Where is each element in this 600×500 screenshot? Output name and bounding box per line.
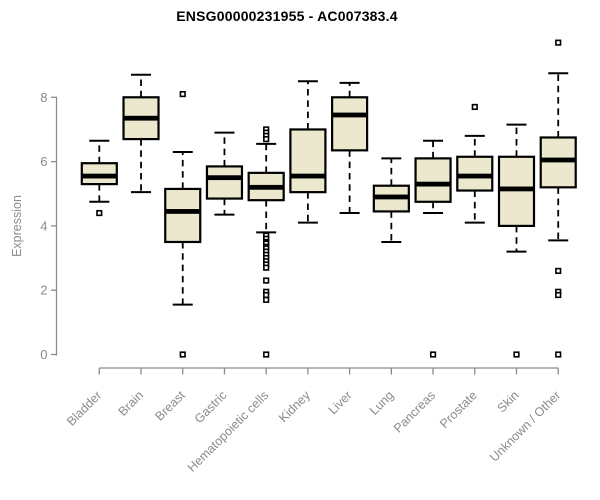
- x-category-label-brain: Brain: [116, 388, 147, 419]
- x-category-label-lung: Lung: [367, 388, 397, 418]
- iqr-box: [456, 155, 494, 192]
- x-category-label-hematopoietic-cells: Hematopoietic cells: [185, 388, 272, 475]
- outlier-point: [179, 90, 186, 98]
- y-tick-label: 2: [40, 283, 47, 298]
- x-category-label-unknown-other: Unknown / Other: [487, 388, 563, 464]
- boxplot-liver: [331, 81, 369, 215]
- median-line: [540, 157, 576, 163]
- outlier-point: [96, 209, 103, 217]
- boxplot-unknown-other: [539, 39, 577, 358]
- iqr-box: [331, 96, 369, 152]
- outlier-point: [555, 291, 562, 299]
- outlier-point: [471, 103, 478, 111]
- x-category-label-gastric: Gastric: [192, 388, 230, 426]
- boxplot-bladder: [80, 139, 118, 217]
- median-line: [123, 115, 159, 121]
- outlier-point: [429, 351, 437, 358]
- x-category-label-bladder: Bladder: [64, 388, 104, 428]
- boxplot-kidney: [289, 80, 327, 224]
- iqr-box: [289, 128, 327, 194]
- median-line: [499, 186, 534, 192]
- outlier-point: [263, 277, 270, 284]
- outlier-point: [263, 291, 270, 299]
- median-line: [248, 184, 284, 190]
- boxplot-prostate: [456, 103, 494, 224]
- median-line: [290, 173, 326, 179]
- x-category-label-liver: Liver: [326, 388, 355, 417]
- median-line: [81, 173, 117, 179]
- boxplot-gastric: [205, 131, 244, 216]
- boxplot-skin: [497, 123, 536, 358]
- outlier-point: [263, 135, 270, 143]
- iqr-box: [414, 157, 452, 203]
- median-line: [206, 175, 242, 181]
- median-line: [332, 112, 368, 118]
- x-category-label-pancreas: Pancreas: [391, 388, 438, 435]
- iqr-box: [164, 187, 202, 244]
- boxplot-lung: [372, 157, 410, 243]
- x-category-label-breast: Breast: [152, 388, 188, 424]
- outlier-point: [555, 267, 562, 275]
- y-tick-label: 0: [40, 347, 47, 362]
- iqr-box: [539, 136, 577, 189]
- median-line: [373, 194, 409, 200]
- chart-title: ENSG00000231955 - AC007383.4: [176, 8, 398, 24]
- outlier-point: [263, 296, 270, 303]
- y-axis-label: Expression: [10, 195, 24, 257]
- outlier-point: [555, 351, 562, 358]
- outlier-point: [263, 264, 270, 271]
- outlier-point: [179, 351, 186, 358]
- outlier-point: [555, 39, 562, 46]
- outlier-point: [513, 351, 520, 358]
- outlier-point: [263, 351, 270, 358]
- median-line: [457, 173, 493, 179]
- y-tick-label: 4: [40, 218, 47, 233]
- x-category-label-skin: Skin: [495, 388, 522, 415]
- y-tick-label: 6: [40, 154, 47, 169]
- iqr-box: [497, 155, 536, 227]
- y-tick-label: 8: [40, 90, 47, 105]
- boxplot-hematopoietic-cells: [247, 126, 285, 358]
- x-category-label-prostate: Prostate: [437, 388, 480, 431]
- iqr-box: [80, 162, 118, 186]
- boxplot-breast: [164, 90, 202, 358]
- median-line: [415, 181, 451, 187]
- iqr-box: [205, 165, 244, 200]
- median-line: [165, 209, 201, 214]
- x-category-label-kidney: Kidney: [276, 388, 313, 425]
- boxplot-pancreas: [414, 139, 452, 358]
- boxplot-brain: [122, 73, 160, 194]
